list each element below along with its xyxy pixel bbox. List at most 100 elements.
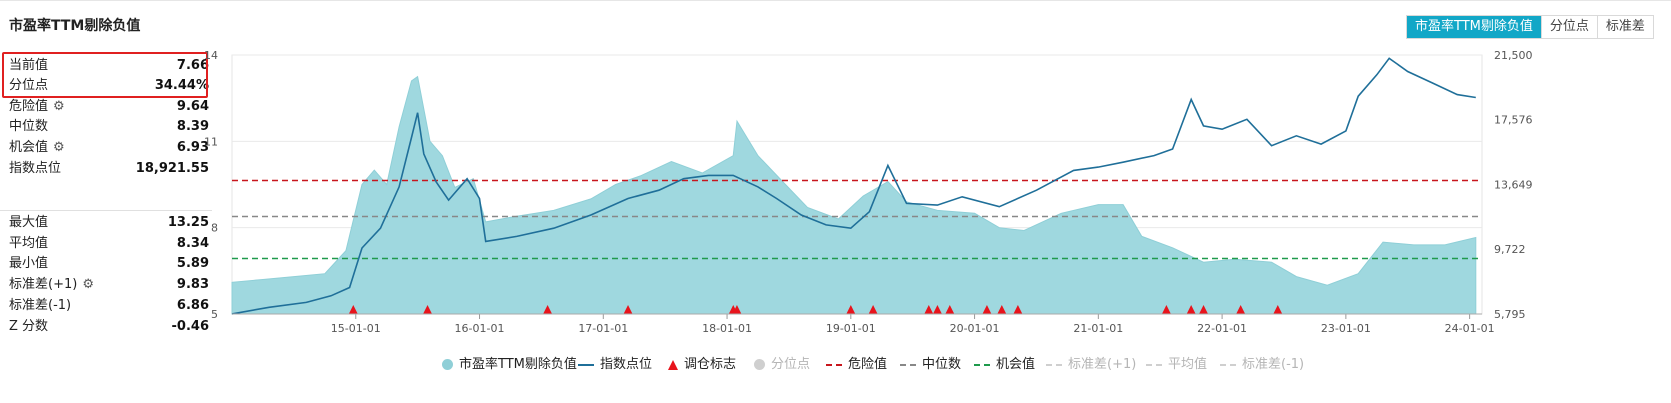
- stat-danger: 危险值 ⚙ 9.64: [9, 97, 209, 117]
- dashed-line-icon: [900, 363, 916, 366]
- legend-sd-minus[interactable]: 标准差(-1): [1220, 355, 1304, 375]
- stat-label: 标准差(-1): [9, 298, 72, 313]
- stat-label: 机会值 ⚙: [9, 138, 65, 158]
- y-right-tick-label: 5,795: [1494, 308, 1526, 321]
- rebalance-marker: [1186, 305, 1196, 314]
- pe-area: [231, 75, 1477, 315]
- stat-percentile: 分位点 34.44%: [9, 76, 209, 96]
- pe-area-layer: [231, 75, 1477, 315]
- stat-label: 分位点: [9, 78, 49, 93]
- y-right-tick-label: 13,649: [1494, 178, 1533, 191]
- stat-z-score: Z 分数 -0.46: [9, 317, 209, 337]
- stat-sd-minus: 标准差(-1) 6.86: [9, 296, 209, 316]
- y-left-tick-label: 11: [204, 135, 218, 148]
- rebalance-marker: [1236, 305, 1246, 314]
- stat-label: 最小值: [9, 256, 49, 271]
- legend: 市盈率TTM剔除负值 指数点位 调仓标志 分位点 危险值 中位数 机会值 标准差…: [0, 355, 1671, 375]
- x-tick-label: 17-01-01: [578, 322, 628, 335]
- stat-mean: 平均值 8.34: [9, 234, 209, 254]
- stat-value: 18,921.55: [135, 161, 209, 176]
- x-tick-label: 24-01-01: [1445, 322, 1495, 335]
- stat-label: 当前值: [9, 58, 49, 73]
- rebalance-marker: [924, 305, 934, 314]
- stat-median: 中位数 8.39: [9, 117, 209, 137]
- rebalance-marker: [932, 305, 942, 314]
- legend-pe[interactable]: 市盈率TTM剔除负值: [442, 355, 577, 375]
- tab-std-dev[interactable]: 标准差: [1596, 16, 1653, 38]
- gear-icon[interactable]: ⚙: [53, 99, 65, 114]
- stat-value: 8.39: [176, 119, 209, 134]
- stat-value: -0.46: [171, 319, 209, 334]
- rebalance-marker: [1199, 305, 1209, 314]
- stat-value: 8.34: [176, 236, 209, 251]
- stat-value: 6.86: [176, 298, 209, 313]
- dashed-line-icon: [1046, 363, 1062, 366]
- x-tick-label: 15-01-01: [331, 322, 381, 335]
- x-tick-label: 19-01-01: [826, 322, 876, 335]
- legend-opportunity[interactable]: 机会值: [974, 355, 1035, 375]
- legend-danger[interactable]: 危险值: [826, 355, 887, 375]
- stat-index: 指数点位 18,921.55: [9, 159, 209, 179]
- rebalance-marker: [348, 305, 358, 314]
- x-tick-label: 16-01-01: [455, 322, 505, 335]
- y-left-tick-label: 8: [211, 222, 218, 235]
- stat-label: 危险值 ⚙: [9, 97, 65, 117]
- legend-index[interactable]: 指数点位: [578, 355, 652, 375]
- dashed-line-icon: [974, 363, 990, 366]
- top-border: [0, 0, 1671, 1]
- index-line-layer: [231, 57, 1476, 315]
- dashed-line-icon: [1146, 363, 1162, 366]
- stat-value: 7.66: [176, 58, 209, 73]
- rebalance-marker: [1161, 305, 1171, 314]
- stat-opportunity: 机会值 ⚙ 6.93: [9, 138, 209, 158]
- legend-rebalance[interactable]: 调仓标志: [668, 355, 736, 375]
- stat-value: 34.44%: [154, 78, 209, 93]
- rebalance-marker: [997, 305, 1007, 314]
- stat-value: 13.25: [167, 215, 209, 230]
- dashed-line-icon: [826, 363, 842, 366]
- x-tick-label: 23-01-01: [1321, 322, 1371, 335]
- legend-percentile[interactable]: 分位点: [754, 355, 810, 375]
- x-tick-label: 20-01-01: [950, 322, 1000, 335]
- x-tick-label: 22-01-01: [1197, 322, 1247, 335]
- triangle-icon: [668, 359, 678, 370]
- legend-sd-plus[interactable]: 标准差(+1): [1046, 355, 1136, 375]
- rebalance-marker: [1013, 305, 1023, 314]
- stat-label: 标准差(+1) ⚙: [9, 275, 94, 295]
- stat-label: 中位数: [9, 119, 49, 134]
- rebalance-marker: [623, 305, 633, 314]
- rebalance-marker: [846, 305, 856, 314]
- x-tick-label: 18-01-01: [702, 322, 752, 335]
- circle-icon: [442, 359, 453, 370]
- rebalance-marker: [945, 305, 955, 314]
- stats-divider: [0, 210, 212, 211]
- gear-icon[interactable]: ⚙: [82, 277, 94, 292]
- rebalance-marker: [732, 305, 742, 314]
- tab-percentile[interactable]: 分位点: [1540, 16, 1597, 38]
- x-tick-label: 21-01-01: [1073, 322, 1123, 335]
- stat-current: 当前值 7.66: [9, 56, 209, 76]
- circle-icon: [754, 359, 765, 370]
- stat-label: 指数点位: [9, 161, 62, 176]
- stat-value: 9.64: [176, 99, 209, 114]
- stat-value: 5.89: [176, 256, 209, 271]
- y-right-tick-label: 9,722: [1494, 243, 1526, 256]
- rebalance-markers: [348, 305, 1283, 314]
- stat-value: 6.93: [176, 140, 209, 155]
- line-icon: [578, 363, 594, 366]
- legend-median[interactable]: 中位数: [900, 355, 961, 375]
- dashed-line-icon: [1220, 363, 1236, 366]
- gear-icon[interactable]: ⚙: [53, 140, 65, 155]
- y-left-tick-label: 5: [211, 308, 218, 321]
- legend-mean[interactable]: 平均值: [1146, 355, 1207, 375]
- tab-pe-ttm[interactable]: 市盈率TTM剔除负值: [1407, 16, 1541, 38]
- view-tabs: 市盈率TTM剔除负值 分位点 标准差: [1406, 15, 1654, 39]
- stat-max: 最大值 13.25: [9, 213, 209, 233]
- rebalance-marker: [423, 305, 433, 314]
- chart-title: 市盈率TTM剔除负值: [9, 18, 141, 34]
- stat-label: 平均值: [9, 236, 49, 251]
- stat-sd-plus: 标准差(+1) ⚙ 9.83: [9, 275, 209, 295]
- rebalance-marker: [1273, 305, 1283, 314]
- reference-lines: [232, 179, 1482, 260]
- stat-min: 最小值 5.89: [9, 254, 209, 274]
